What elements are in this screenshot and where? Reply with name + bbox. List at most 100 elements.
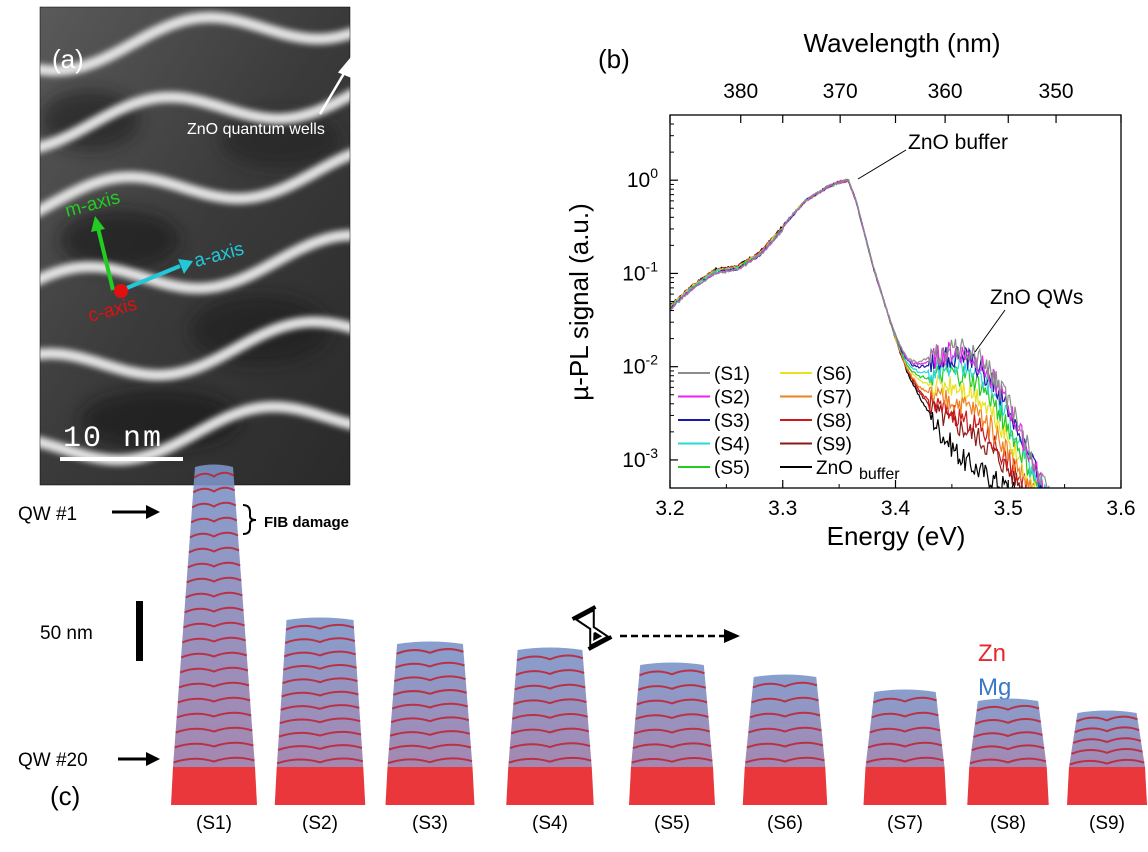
apt-quantum-well: [749, 711, 821, 719]
top-tick-label: 380: [723, 80, 758, 103]
quantum-well-band: [40, 229, 350, 294]
apt-quantum-well: [179, 666, 249, 674]
sample-label: (S8): [990, 813, 1026, 834]
mg-legend: Mg: [978, 674, 1011, 701]
apt-tip-body: [865, 689, 945, 767]
apt-tip-body: [508, 647, 592, 767]
apt-quantum-well: [971, 744, 1045, 752]
sample-label: (S4): [532, 813, 568, 834]
x-tick-label: 3.6: [1106, 497, 1135, 520]
apt-quantum-well: [181, 636, 247, 644]
crystal-axes: [91, 216, 193, 298]
fib-bracket: [242, 504, 257, 535]
apt-quantum-well: [639, 669, 705, 677]
apt-tip-zno-base: [863, 767, 947, 805]
apt-quantum-well: [631, 756, 713, 764]
apt-tip-body: [631, 662, 713, 767]
apt-tip-zno-base: [506, 767, 594, 805]
quantum-well-band: [40, 11, 350, 77]
apt-quantum-well: [173, 756, 255, 764]
apt-tip-zno-base: [1067, 767, 1147, 805]
apt-tip-body: [387, 641, 473, 767]
apt-quantum-well: [189, 531, 239, 539]
x-tick-label: 3.5: [994, 497, 1023, 520]
m-axis-arrow: [96, 227, 115, 291]
apt-quantum-well: [391, 702, 469, 710]
apt-quantum-well: [748, 726, 822, 734]
apt-quantum-well: [191, 501, 237, 509]
apt-tip-zno-base: [629, 767, 715, 805]
legend: (S1) (S2)(S3) (S4)(S5) (S6) (S7)(S8) (S9)ZnO b…: [678, 364, 900, 483]
y-tick-label: 10-1: [622, 258, 658, 285]
a-axis-arrow: [121, 264, 181, 292]
apt-quantum-well: [187, 561, 241, 569]
qw1-label: QW #1: [18, 504, 77, 525]
y-axis-title: µ-PL signal (a.u.): [564, 203, 594, 401]
top-tick-label: 370: [823, 80, 858, 103]
y-tick-label: 10-2: [622, 352, 658, 379]
apt-quantum-well: [869, 726, 941, 734]
quantum-well-band: [40, 89, 350, 153]
stem-image-panel: [40, 7, 350, 485]
legend-label: (S7): [816, 388, 852, 409]
quantum-well-band: [40, 401, 350, 466]
apt-quantum-well: [1069, 758, 1145, 766]
apt-tip: [1067, 710, 1147, 805]
apt-quantum-well: [867, 741, 943, 749]
apt-quantum-well: [284, 637, 356, 644]
apt-quantum-well: [395, 661, 465, 669]
qws-annotation-line: [974, 309, 1006, 353]
apt-quantum-well: [633, 727, 711, 735]
qws-annotation: ZnO QWs: [990, 286, 1083, 309]
apt-tip: [274, 617, 366, 805]
apt-quantum-well: [515, 669, 585, 676]
apt-quantum-well: [177, 696, 251, 704]
legend-label: (S2): [714, 388, 750, 409]
top-tick-label: 360: [928, 80, 963, 103]
apt-quantum-well: [873, 696, 937, 704]
apt-quantum-well: [509, 742, 591, 750]
apt-quantum-well: [186, 576, 242, 584]
apt-tip: [506, 647, 594, 805]
legend-label: (S5): [714, 458, 750, 479]
apt-quantum-well: [637, 684, 707, 691]
buffer-annotation: ZnO buffer: [908, 131, 1008, 154]
quantum-well-bands: [40, 11, 350, 466]
legend-label: ZnO buffer: [816, 458, 900, 483]
legend-label: (S3): [714, 411, 750, 432]
stem-scalebar-label: 10 nm: [63, 422, 163, 456]
apt-quantum-well: [389, 730, 471, 737]
top-tick-label: 350: [1039, 80, 1074, 103]
apt-quantum-well: [866, 756, 944, 764]
apt-quantum-well: [635, 713, 709, 720]
apt-quantum-well: [276, 757, 364, 765]
quantum-well-band: [40, 148, 350, 217]
apt-quantum-well: [390, 716, 470, 724]
apt-tip: [863, 689, 947, 805]
panel-b-label: (b): [598, 44, 630, 74]
apt-quantum-well: [388, 743, 472, 751]
apt-quantum-well: [279, 717, 361, 725]
apt-tip: [742, 674, 828, 805]
apt-quantum-well: [193, 471, 235, 479]
time-arrow: [620, 629, 740, 643]
apt-quantum-well: [180, 651, 248, 659]
apt-quantum-well: [183, 621, 245, 629]
apt-quantum-well: [973, 731, 1043, 738]
apt-quantum-well: [394, 675, 466, 683]
apt-tip-zno-base: [967, 767, 1049, 805]
apt-tip-zno-base: [742, 767, 828, 805]
x-tick-label: 3.2: [655, 497, 684, 520]
y-tick-label: 10-3: [622, 445, 658, 472]
apt-tip-body: [173, 464, 255, 767]
apt-quantum-well: [974, 718, 1042, 725]
sample-label: (S5): [654, 813, 690, 834]
apt-scalebar-label: 50 nm: [40, 623, 93, 644]
apt-quantum-well: [514, 683, 586, 691]
apt-quantum-well: [516, 654, 584, 662]
apt-tip-body: [276, 617, 364, 767]
apt-quantum-well: [396, 648, 464, 655]
stem-scalebar: [60, 457, 183, 461]
apt-tip: [385, 641, 475, 805]
